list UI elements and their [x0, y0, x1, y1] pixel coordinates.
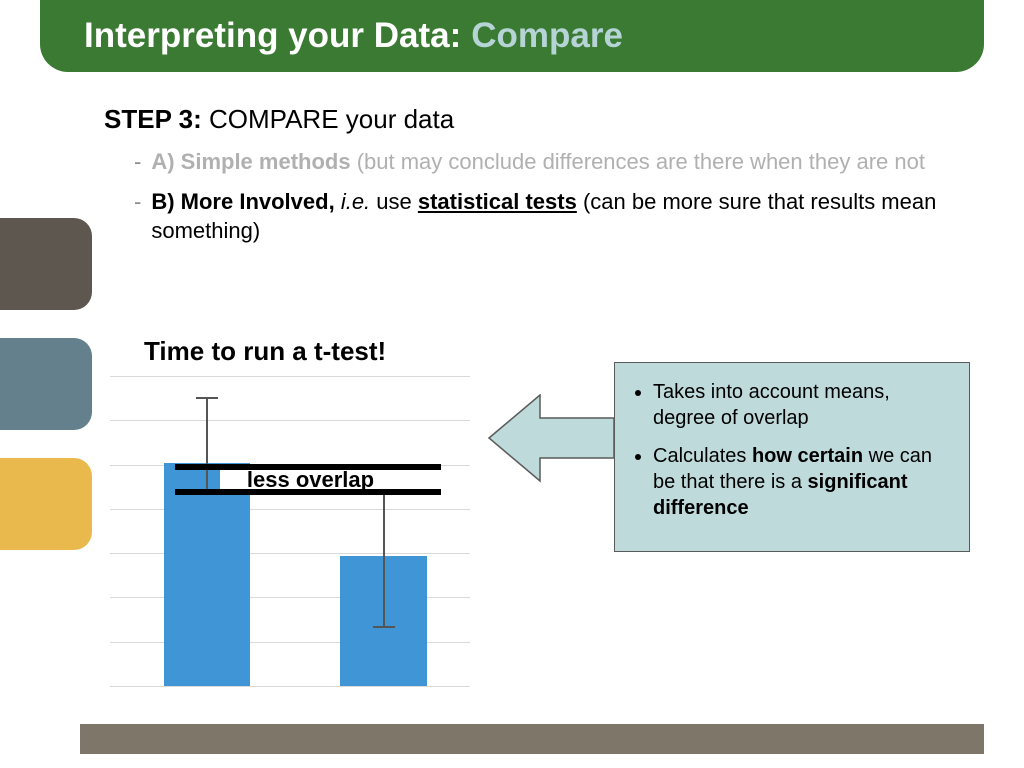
option-a: A) Simple methods (but may conclude diff…	[151, 147, 925, 177]
callout-list: Takes into account means, degree of over…	[653, 379, 951, 521]
callout-item-0: Takes into account means, degree of over…	[653, 379, 951, 431]
title-banner: Interpreting your Data: Compare	[40, 0, 984, 72]
dash-icon: -	[134, 147, 141, 177]
option-b-mid: use	[370, 189, 418, 214]
footer-bar	[80, 724, 984, 754]
step-line: STEP 3: COMPARE your data	[104, 104, 954, 135]
chart-bar	[164, 463, 250, 686]
option-a-rest: (but may conclude differences are there …	[351, 149, 925, 174]
callout-bold: how certain	[752, 445, 863, 467]
error-bar-cap	[196, 397, 218, 399]
side-tab	[0, 458, 92, 550]
error-bar-cap	[373, 626, 395, 628]
overlap-label: less overlap	[220, 470, 401, 489]
step-text: COMPARE your data	[209, 104, 454, 134]
error-bar	[206, 398, 208, 494]
callout-text: Calculates	[653, 445, 752, 467]
option-a-lead: A) Simple methods	[151, 149, 350, 174]
content-block: STEP 3: COMPARE your data - A) Simple me…	[104, 104, 954, 256]
sublist: - A) Simple methods (but may conclude di…	[134, 147, 954, 246]
callout-text: Takes into account means, degree of over…	[653, 381, 890, 429]
option-b-ie: i.e.	[341, 189, 370, 214]
option-b-lead: B) More Involved,	[151, 189, 334, 214]
dash-icon: -	[134, 187, 141, 246]
section-title: Time to run a t-test!	[144, 336, 386, 367]
step-label: STEP 3:	[104, 104, 202, 134]
grid-line	[110, 686, 470, 687]
option-a-row: - A) Simple methods (but may conclude di…	[134, 147, 954, 177]
grid-line	[110, 376, 470, 377]
grid-line	[110, 420, 470, 421]
option-b-row: - B) More Involved, i.e. use statistical…	[134, 187, 954, 246]
callout-item-1: Calculates how certain we can be that th…	[653, 443, 951, 521]
title-accent: Compare	[471, 16, 623, 56]
bar-chart: less overlap	[110, 376, 470, 686]
arrow-left-icon	[488, 394, 616, 484]
title-main: Interpreting your Data:	[84, 16, 461, 56]
side-tab	[0, 218, 92, 310]
option-b-link: statistical tests	[418, 189, 577, 214]
callout-box: Takes into account means, degree of over…	[614, 362, 970, 552]
error-bar	[383, 475, 385, 627]
side-tab	[0, 338, 92, 430]
option-b: B) More Involved, i.e. use statistical t…	[151, 187, 954, 246]
